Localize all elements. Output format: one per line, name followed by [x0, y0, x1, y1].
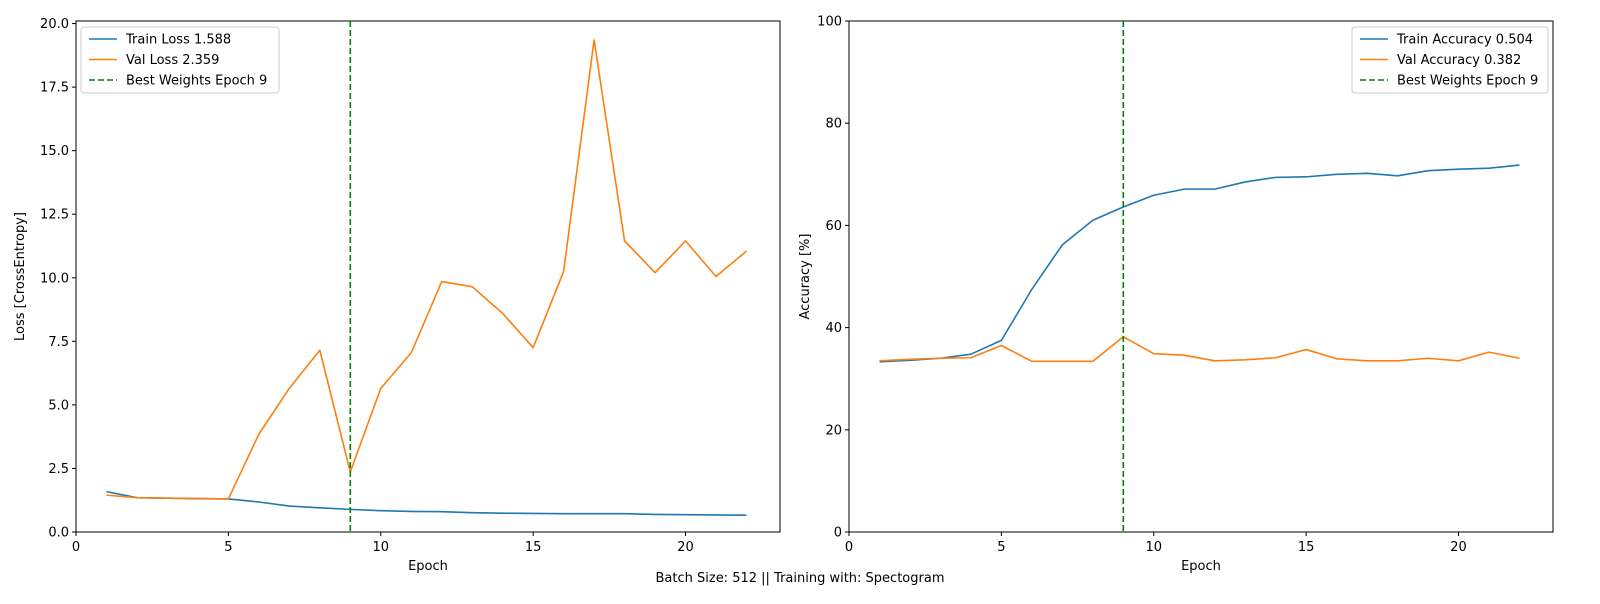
x-tick-label: 15 [1298, 540, 1315, 555]
legend-box [80, 26, 280, 94]
plot-frame [848, 20, 1554, 533]
y-tick-label: 10.0 [40, 271, 69, 286]
y-tick-label: 7.5 [48, 335, 69, 350]
y-axis-label: Loss [CrossEntropy] [13, 212, 28, 341]
y-tick-label: 20.0 [40, 17, 69, 32]
plot-area [106, 21, 747, 532]
y-tick-label: 80 [825, 117, 842, 132]
x-tick-label: 5 [224, 540, 232, 555]
plot-area [879, 21, 1520, 532]
series-line-val [879, 335, 1520, 363]
y-tick-label: 15.0 [40, 144, 69, 159]
series-line-train [106, 490, 747, 517]
y-tick-label: 40 [825, 321, 842, 336]
y-tick-label: 0 [834, 526, 842, 541]
x-tick-label: 15 [525, 540, 542, 555]
y-tick-label: 0.0 [48, 526, 69, 541]
x-tick-label: 20 [1450, 540, 1467, 555]
legend-label: Train Accuracy 0.504 [1396, 33, 1533, 48]
y-tick-label: 17.5 [40, 81, 69, 96]
y-axis-label: Accuracy [%] [798, 234, 813, 320]
y-tick-label: 2.5 [48, 462, 69, 477]
series-line-val [106, 39, 747, 500]
x-axis-label: Epoch [1181, 559, 1221, 574]
legend: Train Loss 1.588 Val Loss 2.359 Best Weigh… [80, 26, 280, 94]
x-tick-label: 0 [72, 540, 80, 555]
accuracy-chart: 0 5 10 15 20 0 20 40 60 80 100 Epoch Accuracy [%] Tra… [798, 15, 1554, 574]
x-tick-label: 10 [1145, 540, 1162, 555]
legend-label: Best Weights Epoch 9 [126, 74, 267, 89]
figure-footer-text: Batch Size: 512 || Training with: Specto… [656, 571, 945, 586]
loss-chart: 0 5 10 15 20 0.0 2.5 5.0 7.5 10.0 12.5 15.0 17.5 20.0… [13, 17, 781, 574]
x-tick-label: 20 [677, 540, 694, 555]
y-tick-label: 60 [825, 219, 842, 234]
legend-label: Train Loss 1.588 [125, 33, 231, 48]
legend-box [1351, 26, 1549, 94]
y-tick-label: 100 [817, 15, 842, 30]
plot-frame [75, 20, 781, 533]
legend-label: Val Accuracy 0.382 [1397, 53, 1521, 68]
y-tick-label: 12.5 [40, 208, 69, 223]
series-line-train [879, 164, 1520, 363]
legend-label: Best Weights Epoch 9 [1397, 74, 1538, 89]
x-tick-label: 0 [845, 540, 853, 555]
legend: Train Accuracy 0.504 Val Accuracy 0.382 Be… [1351, 26, 1549, 94]
x-tick-label: 10 [372, 540, 389, 555]
legend-label: Val Loss 2.359 [126, 53, 219, 68]
y-tick-label: 20 [825, 423, 842, 438]
y-tick-label: 5.0 [48, 398, 69, 413]
x-axis-label: Epoch [408, 559, 448, 574]
x-tick-label: 5 [997, 540, 1005, 555]
